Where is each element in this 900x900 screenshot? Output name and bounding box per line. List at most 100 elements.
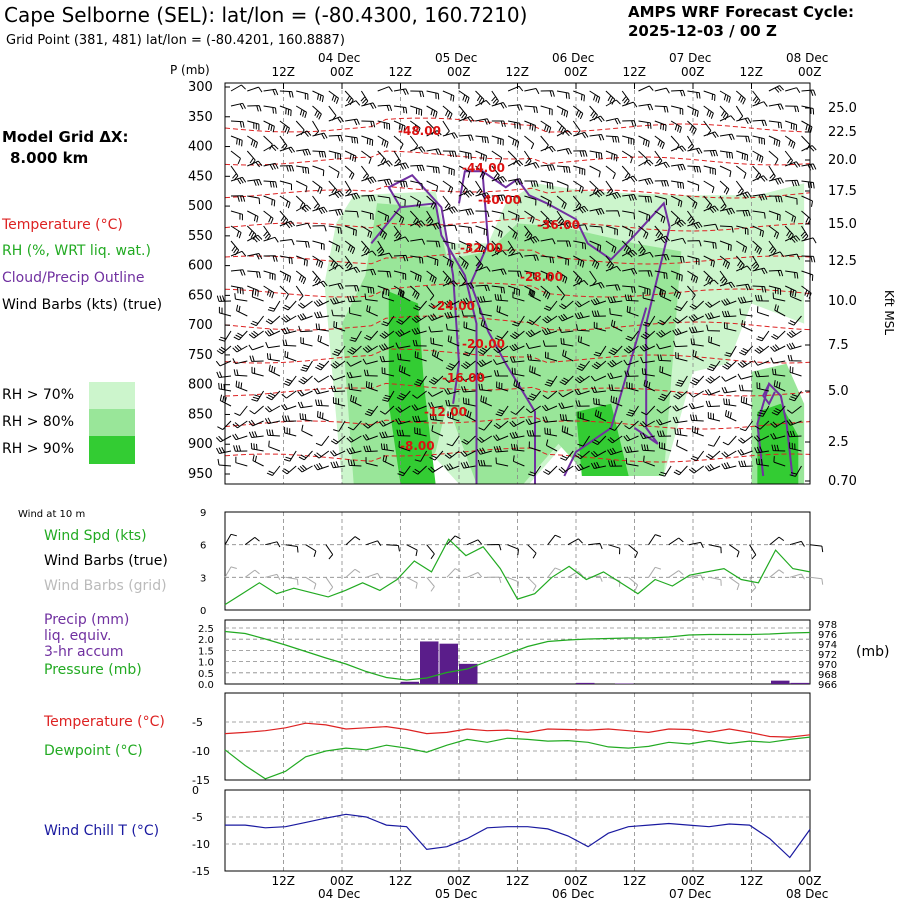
- pressure-tick-label: 450: [188, 169, 213, 184]
- precip-label-2: liq. equiv.: [44, 628, 112, 644]
- wind-barb: [279, 165, 295, 172]
- wind-barb: [524, 236, 540, 244]
- wind-barb: [312, 240, 325, 251]
- wind-barb: [510, 405, 525, 415]
- wind-barb: [674, 428, 688, 437]
- wind-barb: [379, 355, 395, 363]
- wind-barb: [476, 372, 492, 379]
- wind-barb: [605, 284, 621, 291]
- wind-barb: [393, 270, 407, 280]
- wind-barb: [562, 349, 574, 362]
- wind-barb: [703, 205, 719, 214]
- cycle-title: AMPS WRF Forecast Cycle:: [628, 3, 854, 21]
- wind-barb: [386, 576, 400, 585]
- wind-barb: [785, 161, 801, 168]
- wind-barb: [605, 240, 617, 254]
- wind-barb: [687, 147, 703, 155]
- wind-barb: [249, 355, 264, 362]
- wind-barb: [466, 572, 483, 578]
- wind-barb: [676, 439, 688, 452]
- wind-barb: [265, 341, 280, 349]
- wind-barb: [442, 240, 456, 250]
- wind-barb: [687, 90, 701, 99]
- precip-y-tick: 2.0: [198, 635, 214, 646]
- wind-barb: [736, 117, 752, 125]
- height-tick-label: 17.5: [828, 184, 857, 199]
- wind-barb: [279, 195, 291, 209]
- wind-barb: [654, 254, 670, 261]
- wind-barb: [300, 360, 313, 372]
- wind-barb: [741, 320, 753, 332]
- wind-barb: [398, 365, 411, 377]
- wind-barb: [263, 225, 271, 241]
- wind-barb: [426, 270, 437, 284]
- legend-temperature: Temperature (°C): [2, 217, 123, 233]
- wind-barb: [230, 269, 246, 276]
- wind-barb: [573, 90, 585, 102]
- wind-barb: [480, 319, 493, 332]
- wind-barb: [346, 435, 362, 443]
- wind-barb: [366, 305, 378, 317]
- wind-barb: [345, 135, 359, 144]
- wind-barb: [458, 240, 471, 252]
- wind-barb: [525, 329, 541, 338]
- wind-barb: [396, 429, 411, 437]
- wind-barb: [768, 150, 779, 165]
- wind-barb: [410, 105, 423, 116]
- wind-barb: [723, 322, 737, 332]
- wind-barb: [361, 194, 376, 202]
- wind-barb: [475, 99, 491, 107]
- wind-barb: [801, 237, 817, 244]
- wind-barb: [511, 367, 525, 377]
- wind-barb: [768, 195, 783, 203]
- wind-barb: [344, 100, 361, 107]
- wind-barb: [491, 135, 504, 146]
- wind-barb: [284, 426, 297, 437]
- temperature-contour-label: -44.00: [462, 161, 505, 175]
- date-label-top: 04 Dec: [318, 51, 360, 65]
- wind-barb: [577, 335, 590, 347]
- wind-barb: [654, 195, 667, 206]
- wind-barb: [785, 179, 800, 187]
- wind-barb: [442, 150, 457, 158]
- wind-barb: [789, 442, 802, 452]
- wind-barb: [560, 337, 574, 347]
- wind-barb: [512, 315, 525, 327]
- wind-barb: [312, 150, 327, 158]
- wind-barb: [623, 359, 639, 366]
- wind-barb: [656, 405, 672, 414]
- wind-barb: [800, 225, 809, 241]
- wind-barb: [312, 225, 327, 232]
- wind-barb: [589, 255, 600, 270]
- wind-barb: [672, 416, 688, 424]
- wind-barb: [658, 465, 672, 477]
- wind-barb: [251, 390, 265, 402]
- wind-barb: [524, 162, 540, 169]
- wind-barb: [737, 360, 753, 368]
- pressure-line: [224, 630, 811, 681]
- height-tick-label: 7.5: [828, 338, 849, 353]
- wind-barb: [330, 297, 346, 305]
- dewpoint-line: [224, 736, 811, 780]
- wind-barb: [377, 270, 392, 278]
- precip-bar: [790, 682, 809, 684]
- wind-barb: [801, 89, 816, 96]
- wind-barb: [266, 429, 280, 437]
- wind-barb: [688, 465, 704, 474]
- wind-barb: [263, 88, 279, 96]
- wind-barb: [393, 254, 409, 262]
- wind-barb: [281, 327, 297, 335]
- wind-barb: [507, 240, 516, 256]
- time-tick-label-top: 12Z: [506, 65, 530, 79]
- wind-barb: [427, 313, 444, 321]
- wind-barb: [737, 435, 753, 444]
- wind-barb: [622, 194, 637, 201]
- wind-barb: [542, 390, 558, 400]
- wind-barb: [429, 450, 444, 461]
- wind-barb: [458, 105, 468, 121]
- wind-barb: [459, 134, 474, 141]
- wind-barb: [426, 195, 437, 210]
- wind-barb: [296, 222, 312, 229]
- wind-barb: [753, 360, 770, 366]
- wind-barb: [475, 192, 491, 200]
